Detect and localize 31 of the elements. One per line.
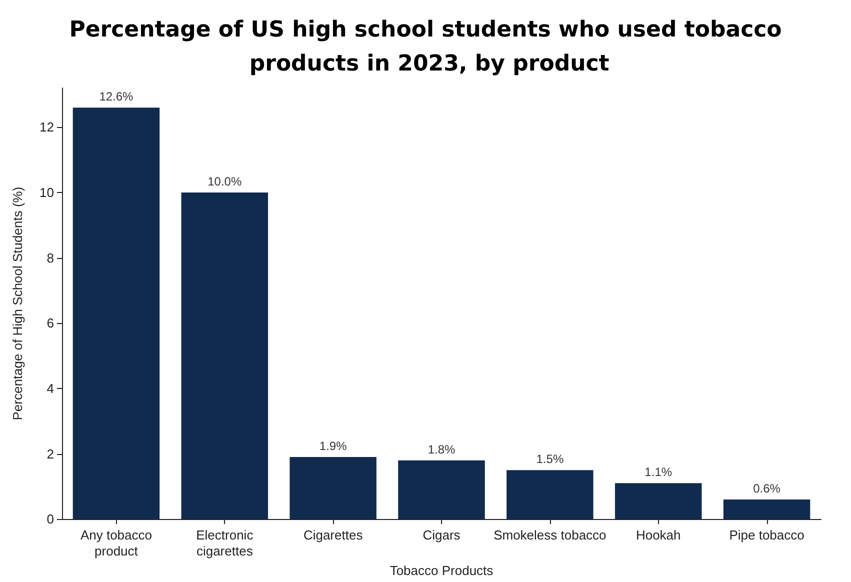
y-tick-label: 6 [46,316,54,331]
data-label: 12.6% [99,90,134,104]
x-tick-label: Electronic cigarettes [196,528,254,559]
x-tick-label: Pipe tobacco [729,528,804,543]
y-tick-label: 0 [46,512,54,527]
y-tick-label: 4 [46,380,54,396]
data-label: 1.1% [644,465,672,480]
chart-title: Percentage of US high school students who used tobacco products in 2023, by product [69,18,782,76]
data-label: 1.8% [428,442,456,456]
x-tick-label: Hookah [636,528,681,543]
x-tick-label: Smokeless tobacco [494,528,606,543]
data-label: 0.6% [753,482,781,496]
bar [181,192,268,520]
bar [290,457,376,520]
bar [506,470,594,520]
x-axis-title: Tobacco Products [390,563,494,578]
y-tick-label: 8 [46,250,54,266]
bar [614,483,702,520]
data-label: 1.9% [319,439,348,454]
x-tick-label: Cigarettes [303,528,364,543]
x-tick-label: Cigars [422,528,461,543]
bar [398,460,485,520]
data-label: 10.0% [208,174,242,189]
y-tick-label: 10 [40,185,54,200]
x-tick-label: Any tobacco product [80,528,152,559]
y-axis-title: Percentage of High School Students (%) [10,186,25,420]
bar [723,500,810,520]
bar [72,108,160,520]
y-tick-label: 12 [40,120,54,135]
y-tick-label: 2 [46,446,54,462]
data-label: 1.5% [536,452,564,466]
